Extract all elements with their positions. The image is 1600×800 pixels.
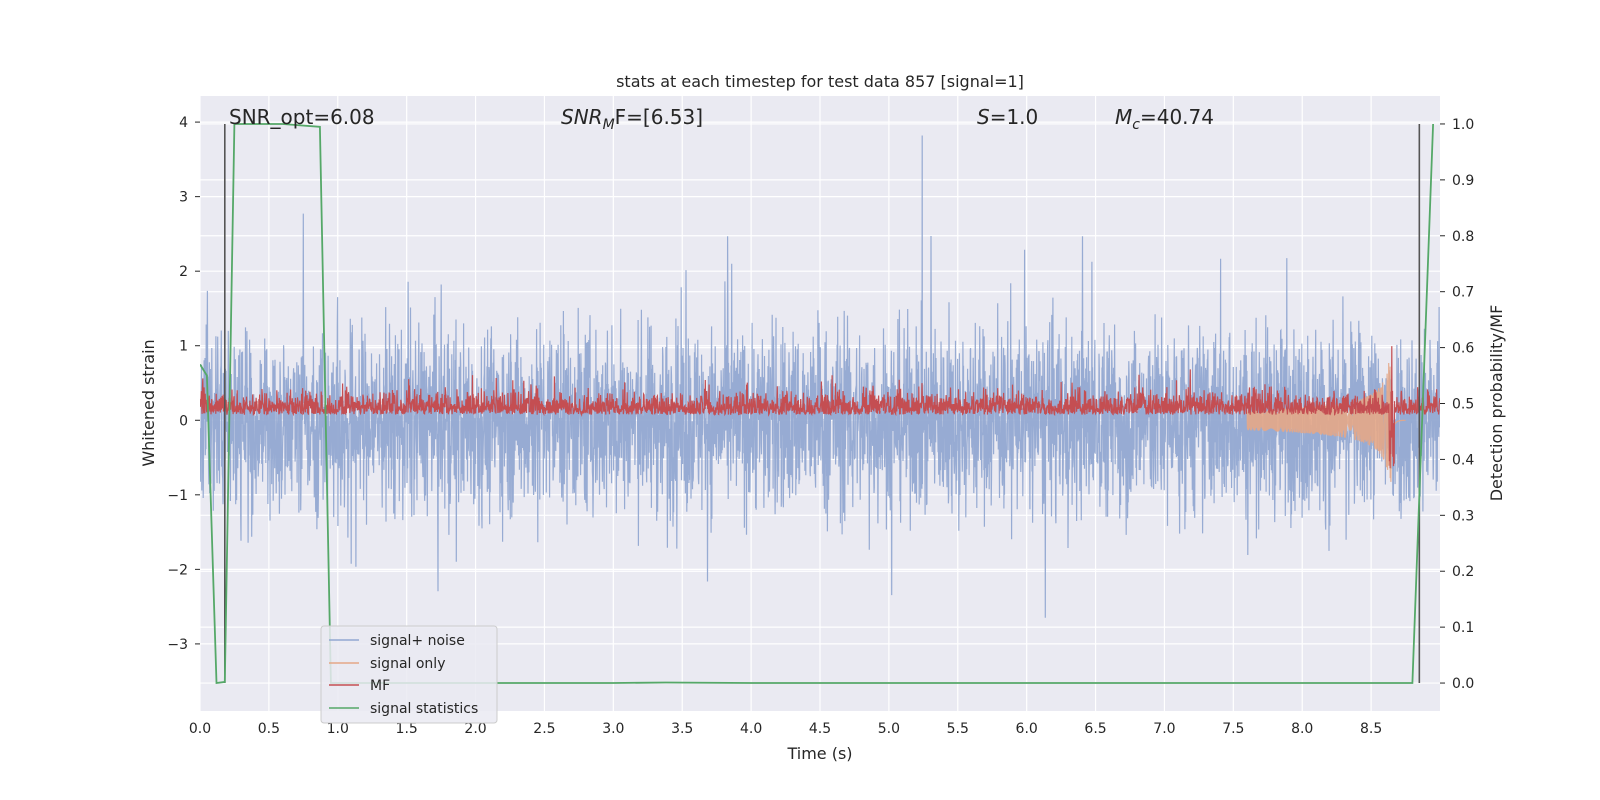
annotation-snr-mf-rest: F=[6.53] [615,105,703,129]
annotation-mc-sub: c [1132,117,1140,133]
annotation-snr-opt: SNR_opt=6.08 [229,105,375,129]
y-right-tick-label: 0.2 [1452,564,1474,580]
x-tick-label: 1.0 [327,721,349,737]
y-right-tick-label: 1.0 [1452,117,1474,133]
legend-label-signal-statistics: signal statistics [370,701,478,717]
x-tick-label: 1.5 [396,721,418,737]
chart-title: stats at each timestep for test data 857… [616,72,1024,91]
y-right-tick-label: 0.4 [1452,452,1474,468]
x-axis-label: Time (s) [786,744,852,763]
y-left-tick-label: 0 [179,413,188,429]
annotation-s-main: S [977,105,990,129]
y-left-tick-label: −1 [167,488,188,504]
annotation-s: S=1.0 [977,105,1038,129]
legend-box [320,625,498,724]
x-tick-label: 3.0 [602,721,624,737]
x-tick-label: 2.5 [533,721,555,737]
x-tick-label: 7.0 [1153,721,1175,737]
y-right-tick-label: 0.6 [1452,341,1474,357]
y-right-tick-label: 0.9 [1452,173,1474,189]
x-tick-label: 6.5 [1084,721,1106,737]
data-layer [200,123,1440,685]
x-tick-label: 5.0 [878,721,900,737]
y-right-tick-label: 0.8 [1452,229,1474,245]
x-tick-label: 3.5 [671,721,693,737]
x-tick-label: 8.0 [1291,721,1313,737]
y-left-tick-label: −3 [167,637,188,653]
x-tick-label: 4.0 [740,721,762,737]
legend-label-signal-noise: signal+ noise [370,633,465,649]
legend-label-mf: MF [370,678,390,694]
annotation-snr-mf-main: SNR [561,105,603,129]
x-tick-label: 4.5 [809,721,831,737]
annotation-s-rest: =1.0 [990,105,1039,129]
annotation-mc-main: M [1115,105,1132,129]
x-tick-label: 6.0 [1016,721,1038,737]
x-tick-label: 7.5 [1222,721,1244,737]
y-left-tick-label: 3 [179,190,188,206]
y-right-tick-label: 0.0 [1452,676,1474,692]
y-axis-left-label: Whitened strain [139,339,158,466]
annotation-snr-mf: SNRMF=[6.53] [561,105,703,133]
annotation-mc: Mc=40.74 [1115,105,1214,133]
y-right-tick-label: 0.7 [1452,285,1474,301]
x-tick-label: 0.5 [258,721,280,737]
x-tick-label: 8.5 [1360,721,1382,737]
x-tick-label: 0.0 [189,721,211,737]
y-left-tick-label: 2 [179,264,188,280]
y-right-tick-label: 0.3 [1452,508,1474,524]
legend-label-signal-only: signal only [370,656,445,672]
x-tick-label: 5.5 [947,721,969,737]
mf-line [200,346,1440,469]
y-right-tick-label: 0.1 [1452,620,1474,636]
annotation-snr-mf-sub: M [603,117,615,133]
y-left-tick-label: −2 [167,562,188,578]
annotation-mc-rest: =40.74 [1140,105,1214,129]
y-axis-right-label: Detection probability/MF [1487,305,1506,502]
legend: signal+ noise signal only MF signal stat… [320,625,498,724]
y-left-tick-label: 1 [179,339,188,355]
x-tick-label: 2.0 [464,721,486,737]
y-left-tick-label: 4 [179,115,188,131]
vertical-markers [224,123,1421,684]
axis-ticks: 0.0 0.5 1.0 1.5 2.0 2.5 3.0 3.5 4.0 4.5 5.0 5.5 6.0 6… [167,115,1474,737]
y-right-tick-label: 0.5 [1452,397,1474,413]
